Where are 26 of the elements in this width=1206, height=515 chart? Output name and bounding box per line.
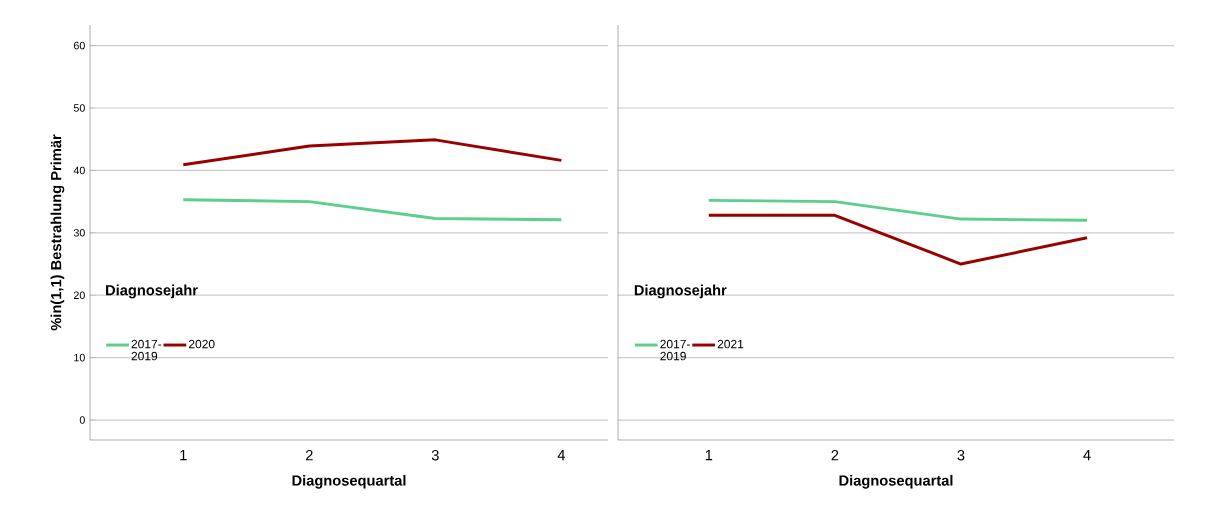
- x-tick-label: 2: [305, 450, 313, 461]
- x-tick-label: 4: [1083, 450, 1091, 461]
- legend-title: Diagnosejahr: [634, 284, 727, 299]
- legend-label: 2017-2019: [131, 339, 162, 361]
- y-tick-label: 10: [74, 353, 85, 362]
- x-tick-label: 4: [557, 450, 566, 461]
- x-axis-title: Diagnosequartal: [839, 474, 953, 489]
- x-tick-label: 2: [831, 450, 839, 461]
- legend-title: Diagnosejahr: [106, 284, 198, 299]
- x-tick-label: 3: [957, 450, 965, 461]
- x-axis-title: Diagnosequartal: [292, 474, 406, 489]
- y-axis-title: %in(1,1) Bestrahlung Primär: [50, 134, 65, 331]
- y-tick-label: 40: [73, 166, 85, 175]
- x-tick-label: 1: [705, 450, 713, 461]
- y-tick-label: 50: [73, 104, 85, 112]
- legend-label: 2020: [188, 339, 215, 349]
- y-tick-label: 30: [73, 229, 85, 237]
- x-tick-label: 1: [180, 450, 187, 461]
- x-tick-label: 3: [431, 450, 439, 461]
- legend-label: 2021: [717, 339, 744, 349]
- y-tick-label: 60: [73, 41, 85, 50]
- line-series: [181, 198, 563, 222]
- legend-label: 2017-2019: [660, 339, 690, 361]
- y-tick-label: 20: [73, 291, 85, 299]
- y-tick-label: 0: [79, 416, 85, 424]
- line-series: [181, 138, 563, 167]
